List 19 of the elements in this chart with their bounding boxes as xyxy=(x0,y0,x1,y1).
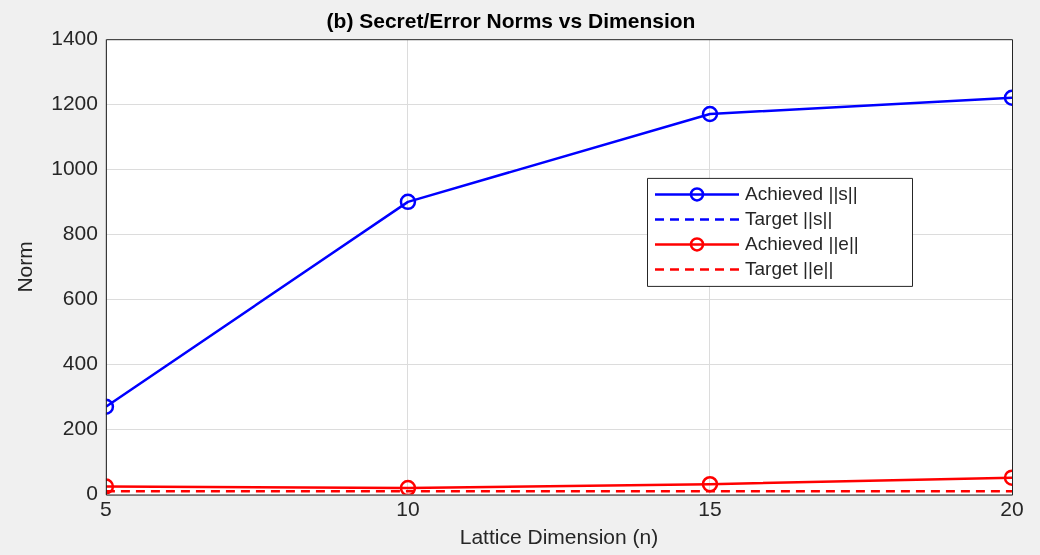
legend-label: Target ||s|| xyxy=(745,207,833,229)
y-tick-label: 800 xyxy=(62,221,98,245)
x-axis-title: Lattice Dimension (n) xyxy=(459,525,659,549)
x-tick-label: 10 xyxy=(396,497,420,520)
legend-label: Achieved ||s|| xyxy=(745,182,858,204)
y-tick-label: 1000 xyxy=(51,156,98,180)
x-tick-label: 5 xyxy=(100,497,112,520)
y-tick-label: 1200 xyxy=(51,91,98,115)
y-tick-label: 400 xyxy=(62,351,98,375)
legend-label: Target ||e|| xyxy=(745,257,834,279)
x-tick-label: 15 xyxy=(698,497,722,520)
y-tick-label: 1400 xyxy=(51,26,98,49)
y-tick-label: 200 xyxy=(62,416,98,440)
y-axis-title: Norm xyxy=(13,241,37,293)
x-tick-label: 20 xyxy=(1000,497,1024,520)
y-tick-label: 600 xyxy=(62,286,98,310)
chart-title: (b) Secret/Error Norms vs Dimension xyxy=(326,9,696,33)
legend-label: Achieved ||e|| xyxy=(745,232,859,254)
y-tick-label: 0 xyxy=(86,481,98,505)
